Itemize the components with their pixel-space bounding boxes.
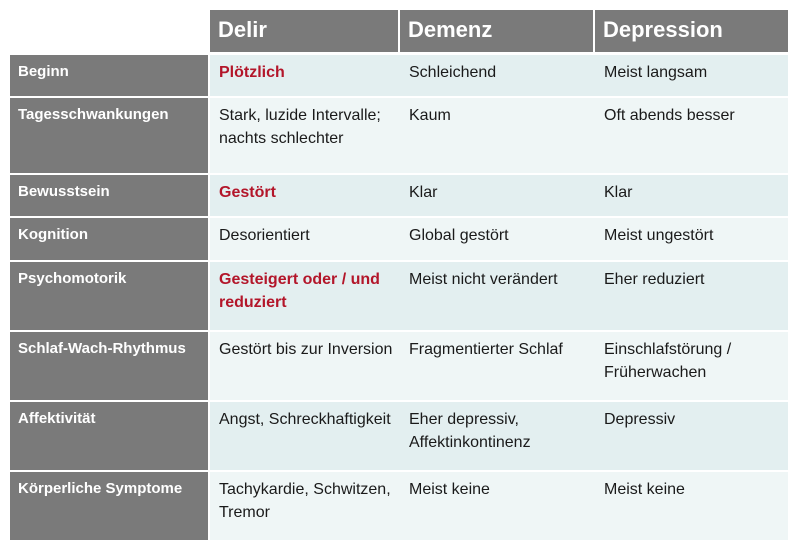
table-cell: Depressiv	[595, 402, 788, 470]
row-label: Schlaf-Wach-Rhythmus	[10, 332, 208, 400]
table-cell: Meist keine	[400, 472, 595, 540]
row-label: Bewusstsein	[10, 175, 208, 216]
table-cell: Klar	[400, 175, 595, 216]
table-cell: Meist keine	[595, 472, 788, 540]
column-header-depression: Depression	[595, 10, 788, 52]
table-cell: Gestört	[210, 175, 400, 216]
row-label: Psychomotorik	[10, 262, 208, 330]
table-cell: Schleichend	[400, 55, 595, 96]
table-cell: Angst, Schreckhaftigkeit	[210, 402, 400, 470]
table-cell: Tachykardie, Schwitzen, Tremor	[210, 472, 400, 540]
row-label: Kognition	[10, 218, 208, 260]
table-cell: Plötzlich	[210, 55, 400, 96]
table-cell: Meist nicht verändert	[400, 262, 595, 330]
table-cell: Stark, luzide Intervalle; nachts schlech…	[210, 98, 400, 173]
table-cell: Gesteigert oder / und reduziert	[210, 262, 400, 330]
table-cell: Oft abends besser	[595, 98, 788, 173]
table-cell: Kaum	[400, 98, 595, 173]
table-cell: Meist ungestört	[595, 218, 788, 260]
table-cell: Eher depressiv, Affektinkontinenz	[400, 402, 595, 470]
table-cell: Eher reduziert	[595, 262, 788, 330]
column-header-demenz: Demenz	[400, 10, 593, 52]
table-cell: Fragmentierter Schlaf	[400, 332, 595, 400]
table-cell: Global gestört	[400, 218, 595, 260]
table-cell: Einschlafstörung / Früherwachen	[595, 332, 788, 400]
row-label: Affektivität	[10, 402, 208, 470]
table-cell: Gestört bis zur Inversion	[210, 332, 400, 400]
row-label: Beginn	[10, 55, 208, 96]
table-cell: Meist langsam	[595, 55, 788, 96]
column-header-delir: Delir	[210, 10, 398, 52]
row-label: Körperliche Symptome	[10, 472, 208, 540]
table-cell: Klar	[595, 175, 788, 216]
row-label: Tagesschwankungen	[10, 98, 208, 173]
table-cell: Desorientiert	[210, 218, 400, 260]
